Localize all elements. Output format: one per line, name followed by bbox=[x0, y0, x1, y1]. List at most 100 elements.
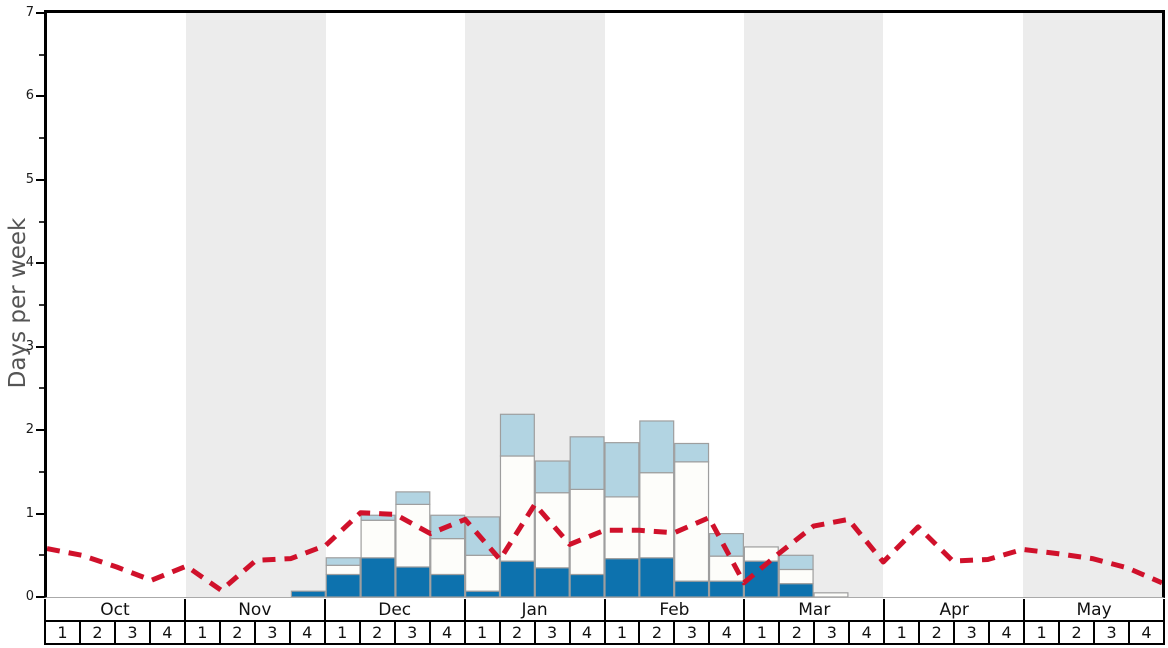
bar-segment-dark-blue-days bbox=[360, 557, 396, 597]
y-tick-label: 1 bbox=[25, 505, 34, 521]
bar-segment-dark-blue-days bbox=[430, 573, 466, 597]
bar-segment-light-blue-days bbox=[674, 442, 710, 463]
y-tick-major bbox=[36, 596, 44, 598]
y-tick-minor bbox=[39, 220, 44, 223]
month-cell-dec: Dec bbox=[323, 599, 464, 620]
plot-area bbox=[44, 10, 1165, 598]
bar-segment-dark-blue-days bbox=[325, 573, 361, 597]
bar-segment-dark-blue-days bbox=[499, 560, 535, 597]
week-cell: 1 bbox=[183, 622, 219, 643]
week-cell: 3 bbox=[533, 622, 569, 643]
bar-segment-dark-blue-days bbox=[708, 580, 744, 597]
bar-segment-dark-blue-days bbox=[569, 573, 605, 597]
week-cell: 4 bbox=[568, 622, 604, 643]
y-tick-label: 5 bbox=[25, 171, 34, 187]
week-cell: 1 bbox=[603, 622, 639, 643]
bar-segment-white-days bbox=[604, 496, 640, 560]
bar-segment-white-days bbox=[639, 472, 675, 559]
week-cell: 2 bbox=[78, 622, 114, 643]
y-tick-label: 4 bbox=[25, 255, 34, 271]
bar-segment-light-blue-days bbox=[534, 460, 570, 494]
week-cell: 4 bbox=[148, 622, 184, 643]
week-cell: 3 bbox=[113, 622, 149, 643]
y-tick-major bbox=[36, 345, 44, 348]
bar-segment-light-blue-days bbox=[639, 420, 675, 474]
week-cell: 1 bbox=[883, 622, 918, 643]
bar-segment-light-blue-days bbox=[708, 532, 744, 557]
y-tick-major bbox=[36, 12, 44, 14]
y-tick-label: 6 bbox=[25, 88, 34, 104]
y-tick-label: 2 bbox=[25, 422, 34, 438]
bar-segment-dark-blue-days bbox=[639, 557, 675, 597]
y-tick-major bbox=[36, 178, 44, 181]
bar-segment-white-days bbox=[499, 455, 535, 562]
week-cell: 2 bbox=[778, 622, 813, 643]
week-cell: 4 bbox=[708, 622, 743, 643]
week-cell: 3 bbox=[953, 622, 988, 643]
month-band-nov bbox=[186, 13, 326, 597]
y-tick-minor bbox=[39, 387, 44, 390]
week-cell: 2 bbox=[498, 622, 534, 643]
bar-segment-dark-blue-days bbox=[604, 558, 640, 597]
y-tick-minor bbox=[39, 554, 44, 557]
week-cell: 1 bbox=[57, 623, 68, 642]
bar-segment-light-blue-days bbox=[569, 436, 605, 490]
bar-segment-dark-blue-days bbox=[395, 566, 431, 597]
y-tick-major bbox=[36, 429, 44, 432]
week-cell: 4 bbox=[288, 622, 324, 643]
month-cell-may: May bbox=[1023, 599, 1163, 620]
week-cell: 2 bbox=[1058, 622, 1093, 643]
bar-segment-white-days bbox=[534, 492, 570, 569]
bar-segment-white-days bbox=[430, 537, 466, 576]
y-tick-label: 3 bbox=[25, 338, 34, 354]
y-axis: 0 1 2 3 4 5 6 7 bbox=[0, 0, 44, 648]
month-row: Oct Nov Dec Jan Feb Mar Apr May bbox=[44, 599, 1165, 622]
bar-segment-dark-blue-days bbox=[674, 580, 710, 597]
month-cell-oct: Oct bbox=[100, 599, 130, 620]
week-cell: 1 bbox=[323, 622, 359, 643]
bar-segment-dark-blue-days bbox=[534, 567, 570, 597]
week-cell: 1 bbox=[1023, 622, 1058, 643]
week-cell: 3 bbox=[813, 622, 848, 643]
bar-segment-dark-blue-days bbox=[465, 590, 501, 597]
red-dashed-trend-line bbox=[47, 501, 1162, 593]
chart-canvas bbox=[47, 413, 1162, 597]
bar-segment-light-blue-days bbox=[499, 413, 535, 457]
month-band-may bbox=[1022, 13, 1162, 597]
bar-segment-dark-blue-days bbox=[290, 590, 326, 597]
week-cell: 2 bbox=[638, 622, 673, 643]
week-cell: 2 bbox=[218, 622, 254, 643]
bar-segment-white-days bbox=[743, 546, 779, 562]
week-cell: 1 bbox=[463, 622, 499, 643]
bar-segment-white-days bbox=[778, 568, 814, 585]
bar-segment-light-blue-days bbox=[604, 442, 640, 498]
week-cell: 4 bbox=[428, 622, 464, 643]
month-cell-mar: Mar bbox=[743, 599, 883, 620]
y-tick-minor bbox=[39, 53, 44, 56]
month-cell-nov: Nov bbox=[183, 599, 324, 620]
month-band-mar bbox=[743, 13, 884, 597]
y-tick-label: 0 bbox=[25, 589, 34, 604]
bar-segment-light-blue-days bbox=[360, 514, 396, 521]
plot-inner bbox=[47, 13, 1162, 597]
bar-segment-white-days bbox=[465, 554, 501, 592]
y-tick-minor bbox=[39, 137, 44, 140]
week-cell: 4 bbox=[848, 622, 883, 643]
y-tick-major bbox=[36, 262, 44, 265]
y-tick-minor bbox=[39, 304, 44, 306]
month-cell-apr: Apr bbox=[883, 599, 1023, 620]
bar-segment-white-days bbox=[813, 592, 849, 597]
month-cell-feb: Feb bbox=[603, 599, 744, 620]
week-cell: 3 bbox=[393, 622, 429, 643]
bar-segment-light-blue-days bbox=[395, 491, 431, 505]
week-cell: 4 bbox=[988, 622, 1023, 643]
bar-segment-dark-blue-days bbox=[778, 583, 814, 597]
bar-segment-light-blue-days bbox=[778, 554, 814, 571]
month-cell-jan: Jan bbox=[463, 599, 604, 620]
week-cell: 4 bbox=[1128, 622, 1163, 643]
week-cell: 3 bbox=[1093, 622, 1128, 643]
week-cell: 2 bbox=[358, 622, 394, 643]
